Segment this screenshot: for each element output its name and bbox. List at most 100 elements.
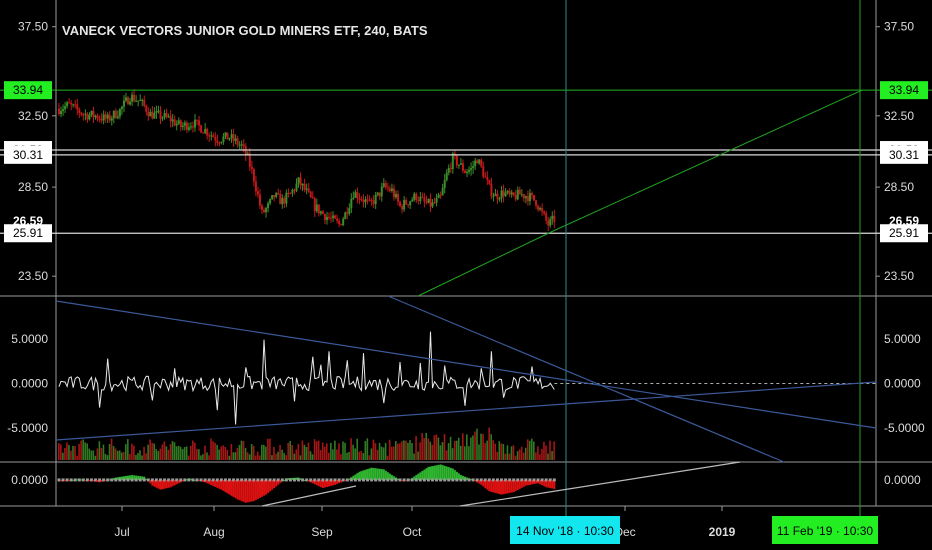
histogram-bar [401, 479, 404, 481]
right-price-axis[interactable]: 37.5032.5028.5023.5033.9430.5830.3126.59… [876, 20, 928, 487]
histogram-bar [549, 479, 552, 489]
histogram-bar [506, 479, 509, 494]
histogram-zero-marker [171, 478, 175, 482]
histogram-bar [171, 479, 174, 487]
volume-bar [167, 449, 170, 460]
volume-bar [202, 454, 204, 460]
histogram-zero-marker [142, 478, 146, 482]
histogram-zero-marker [81, 478, 85, 482]
histogram-zero-marker [179, 478, 183, 482]
volume-bar [218, 449, 220, 460]
blue-trendline-lower [55, 381, 877, 441]
histogram-bar [124, 475, 127, 480]
candle-body [522, 194, 525, 199]
volume-bar [171, 441, 174, 460]
histogram-bar [76, 479, 79, 481]
volume-bar [394, 441, 397, 460]
volume-bar [291, 445, 294, 460]
histogram-zero-marker [187, 478, 191, 482]
histogram-zero-marker [552, 478, 556, 482]
volume-bar [535, 452, 537, 460]
histogram-bar [208, 479, 211, 485]
volume-bar [447, 443, 450, 460]
histogram-bar [112, 478, 115, 480]
volume-bar [315, 441, 318, 460]
volume-bar [297, 444, 300, 460]
volume-bar [528, 440, 531, 460]
histogram-bar [352, 475, 355, 480]
histogram-bar [528, 479, 531, 485]
oscillator-pane[interactable] [55, 295, 877, 463]
histogram-bar [252, 479, 255, 502]
candle-body [151, 111, 154, 119]
histogram-zero-marker [394, 478, 398, 482]
candle-body [510, 192, 513, 195]
histogram-bar [490, 479, 493, 492]
histogram-zero-marker [122, 478, 126, 482]
histogram-bar [451, 468, 454, 480]
candle-body [354, 192, 357, 198]
candle-body [218, 142, 221, 144]
volume-bar [226, 449, 229, 460]
candle-body [137, 100, 140, 102]
histogram-zero-marker [398, 478, 402, 482]
left-price-axis[interactable]: 37.5032.5028.5023.5033.9430.5830.3126.59… [4, 20, 56, 487]
histogram-pane[interactable] [57, 461, 741, 507]
volume-bar [451, 448, 454, 460]
candle-body [242, 144, 245, 147]
candle-body [403, 200, 406, 210]
histogram-bar [348, 478, 351, 480]
histogram-bar [72, 479, 75, 481]
volume-bar [476, 428, 478, 460]
volume-bar [127, 439, 129, 460]
histogram-zero-marker [207, 478, 211, 482]
histogram-bar [248, 479, 251, 502]
volume-bar [543, 441, 545, 460]
volume-bar [189, 445, 192, 460]
volume-bar [453, 440, 456, 460]
histogram-bar [447, 467, 450, 480]
candle-body [535, 200, 538, 206]
time-axis[interactable]: Jul Aug Sep Oct Dec 2019 [114, 506, 736, 539]
candle-body [100, 118, 103, 121]
candle-body [390, 188, 393, 192]
candle-body [330, 217, 333, 219]
volume-bar [321, 442, 324, 460]
histogram-bar [149, 479, 152, 484]
histogram-bar [358, 471, 361, 480]
cursor-time-label-2-text: 11 Feb '19 · 10:30 [777, 524, 873, 538]
candle-body [84, 113, 87, 115]
histogram-bar [512, 479, 515, 493]
time-tick-Sep: Sep [311, 525, 333, 539]
histogram-bar [175, 479, 178, 485]
volume-bar [122, 452, 125, 460]
histogram-bar [459, 475, 462, 480]
histogram-bar [356, 473, 359, 480]
volume-bar [139, 450, 141, 460]
histogram-bar [202, 479, 205, 482]
histogram-zero-marker [414, 478, 418, 482]
candle-body [482, 166, 485, 177]
histogram-bar [80, 479, 83, 481]
candle-body [494, 193, 497, 197]
left-level-badge-33.94 [4, 81, 52, 100]
candle-body [204, 128, 207, 134]
histogram-zero-marker [94, 478, 98, 482]
volume-bar [334, 440, 336, 460]
histogram-zero-marker [106, 478, 110, 482]
volume-bar [261, 444, 263, 460]
histogram-zero-marker [110, 478, 114, 482]
candle-body [295, 183, 298, 191]
volume-bar [514, 455, 517, 460]
histogram-bar [488, 479, 491, 492]
candle-body [480, 159, 483, 167]
volume-bar [524, 447, 527, 460]
histogram-zero-marker [463, 478, 467, 482]
histogram-bar [185, 479, 188, 481]
price-pane[interactable] [0, 0, 932, 516]
volume-bar [411, 443, 413, 460]
candle-body [437, 194, 440, 199]
candle-body [96, 115, 99, 119]
candle-body [461, 163, 464, 171]
